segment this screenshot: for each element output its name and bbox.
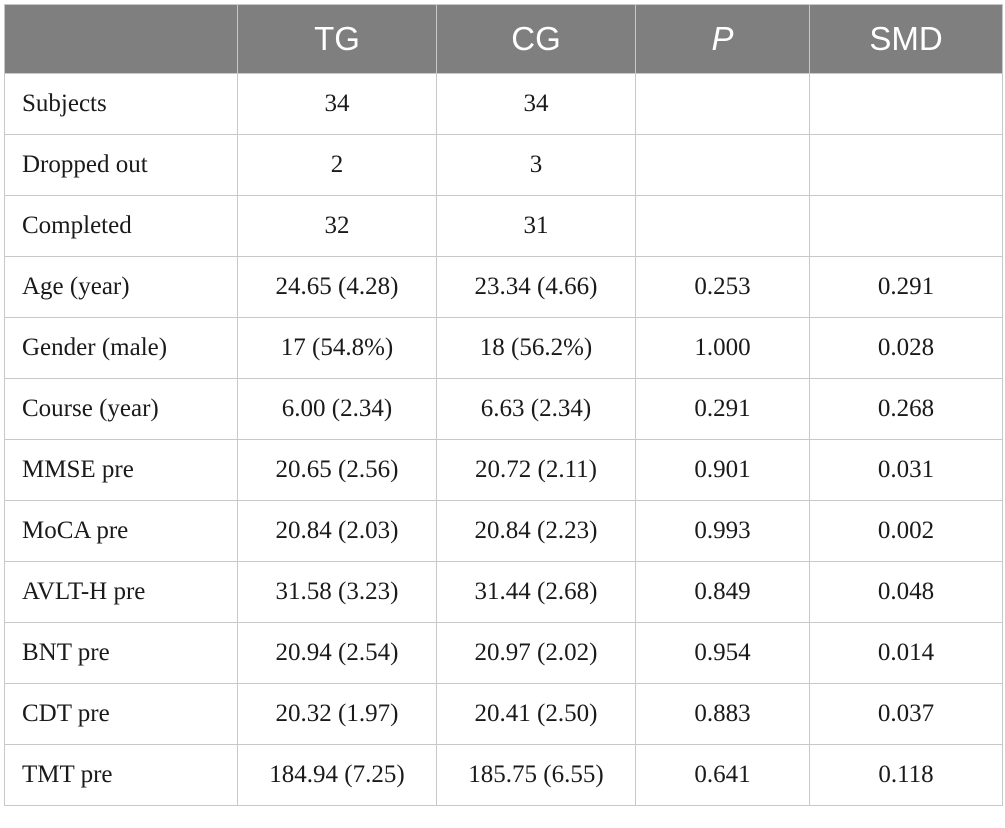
cell-cg: 20.41 (2.50) xyxy=(436,683,636,745)
cell-label: CDT pre xyxy=(4,683,238,745)
header-cell-cg: CG xyxy=(436,4,636,74)
cell-smd xyxy=(809,195,1003,257)
cell-cg: 31 xyxy=(436,195,636,257)
cell-tg: 20.65 (2.56) xyxy=(237,439,437,501)
table-row: CDT pre 20.32 (1.97) 20.41 (2.50) 0.883 0.03… xyxy=(4,683,1003,745)
table-row: Dropped out 2 3 xyxy=(4,134,1003,196)
cell-label: TMT pre xyxy=(4,744,238,806)
header-cell-smd: SMD xyxy=(809,4,1003,74)
cell-cg: 3 xyxy=(436,134,636,196)
baseline-characteristics-table: TG CG P SMD Subjects 34 34 Dropped out 2 3 Com… xyxy=(4,4,1003,806)
table-row: MoCA pre 20.84 (2.03) 20.84 (2.23) 0.993 0.0… xyxy=(4,500,1003,562)
cell-p: 0.641 xyxy=(635,744,810,806)
cell-tg: 24.65 (4.28) xyxy=(237,256,437,318)
cell-cg: 20.72 (2.11) xyxy=(436,439,636,501)
cell-p xyxy=(635,134,810,196)
table-row: TMT pre 184.94 (7.25) 185.75 (6.55) 0.641 0.… xyxy=(4,744,1003,806)
cell-p: 0.849 xyxy=(635,561,810,623)
cell-p: 1.000 xyxy=(635,317,810,379)
cell-p: 0.291 xyxy=(635,378,810,440)
cell-label: MoCA pre xyxy=(4,500,238,562)
cell-smd: 0.118 xyxy=(809,744,1003,806)
cell-cg: 20.84 (2.23) xyxy=(436,500,636,562)
cell-smd: 0.028 xyxy=(809,317,1003,379)
cell-smd: 0.014 xyxy=(809,622,1003,684)
header-cell-empty xyxy=(4,4,238,74)
cell-p: 0.883 xyxy=(635,683,810,745)
cell-label: Course (year) xyxy=(4,378,238,440)
cell-smd: 0.002 xyxy=(809,500,1003,562)
cell-tg: 184.94 (7.25) xyxy=(237,744,437,806)
cell-tg: 20.94 (2.54) xyxy=(237,622,437,684)
cell-cg: 18 (56.2%) xyxy=(436,317,636,379)
cell-p xyxy=(635,73,810,135)
cell-tg: 32 xyxy=(237,195,437,257)
cell-smd xyxy=(809,73,1003,135)
cell-cg: 6.63 (2.34) xyxy=(436,378,636,440)
table-row: Subjects 34 34 xyxy=(4,73,1003,135)
cell-smd: 0.037 xyxy=(809,683,1003,745)
cell-smd: 0.031 xyxy=(809,439,1003,501)
table-row: MMSE pre 20.65 (2.56) 20.72 (2.11) 0.901 0.0… xyxy=(4,439,1003,501)
table-row: Gender (male) 17 (54.8%) 18 (56.2%) 1.000 0.… xyxy=(4,317,1003,379)
cell-cg: 20.97 (2.02) xyxy=(436,622,636,684)
cell-cg: 23.34 (4.66) xyxy=(436,256,636,318)
cell-tg: 6.00 (2.34) xyxy=(237,378,437,440)
cell-cg: 34 xyxy=(436,73,636,135)
baseline-characteristics-table-wrapper: TG CG P SMD Subjects 34 34 Dropped out 2 3 Com… xyxy=(4,4,1003,806)
cell-smd: 0.048 xyxy=(809,561,1003,623)
cell-label: BNT pre xyxy=(4,622,238,684)
cell-label: Completed xyxy=(4,195,238,257)
cell-cg: 31.44 (2.68) xyxy=(436,561,636,623)
cell-smd: 0.291 xyxy=(809,256,1003,318)
cell-smd: 0.268 xyxy=(809,378,1003,440)
cell-p: 0.993 xyxy=(635,500,810,562)
table-row: AVLT-H pre 31.58 (3.23) 31.44 (2.68) 0.849 0… xyxy=(4,561,1003,623)
table-header: TG CG P SMD xyxy=(4,4,1003,74)
cell-label: MMSE pre xyxy=(4,439,238,501)
table-row: BNT pre 20.94 (2.54) 20.97 (2.02) 0.954 0.01… xyxy=(4,622,1003,684)
header-cell-tg: TG xyxy=(237,4,437,74)
cell-label: Age (year) xyxy=(4,256,238,318)
cell-p: 0.954 xyxy=(635,622,810,684)
cell-tg: 34 xyxy=(237,73,437,135)
cell-p xyxy=(635,195,810,257)
cell-tg: 20.84 (2.03) xyxy=(237,500,437,562)
cell-smd xyxy=(809,134,1003,196)
table-row: Completed 32 31 xyxy=(4,195,1003,257)
table-row: Age (year) 24.65 (4.28) 23.34 (4.66) 0.253 0… xyxy=(4,256,1003,318)
cell-tg: 2 xyxy=(237,134,437,196)
cell-tg: 31.58 (3.23) xyxy=(237,561,437,623)
table-body: Subjects 34 34 Dropped out 2 3 Completed 32 31 Ag… xyxy=(4,73,1003,806)
cell-label: Dropped out xyxy=(4,134,238,196)
table-row: Course (year) 6.00 (2.34) 6.63 (2.34) 0.291… xyxy=(4,378,1003,440)
cell-label: AVLT-H pre xyxy=(4,561,238,623)
cell-p: 0.253 xyxy=(635,256,810,318)
cell-label: Gender (male) xyxy=(4,317,238,379)
cell-p: 0.901 xyxy=(635,439,810,501)
cell-tg: 20.32 (1.97) xyxy=(237,683,437,745)
cell-tg: 17 (54.8%) xyxy=(237,317,437,379)
cell-label: Subjects xyxy=(4,73,238,135)
header-row: TG CG P SMD xyxy=(4,4,1003,74)
header-cell-p: P xyxy=(635,4,810,74)
cell-cg: 185.75 (6.55) xyxy=(436,744,636,806)
